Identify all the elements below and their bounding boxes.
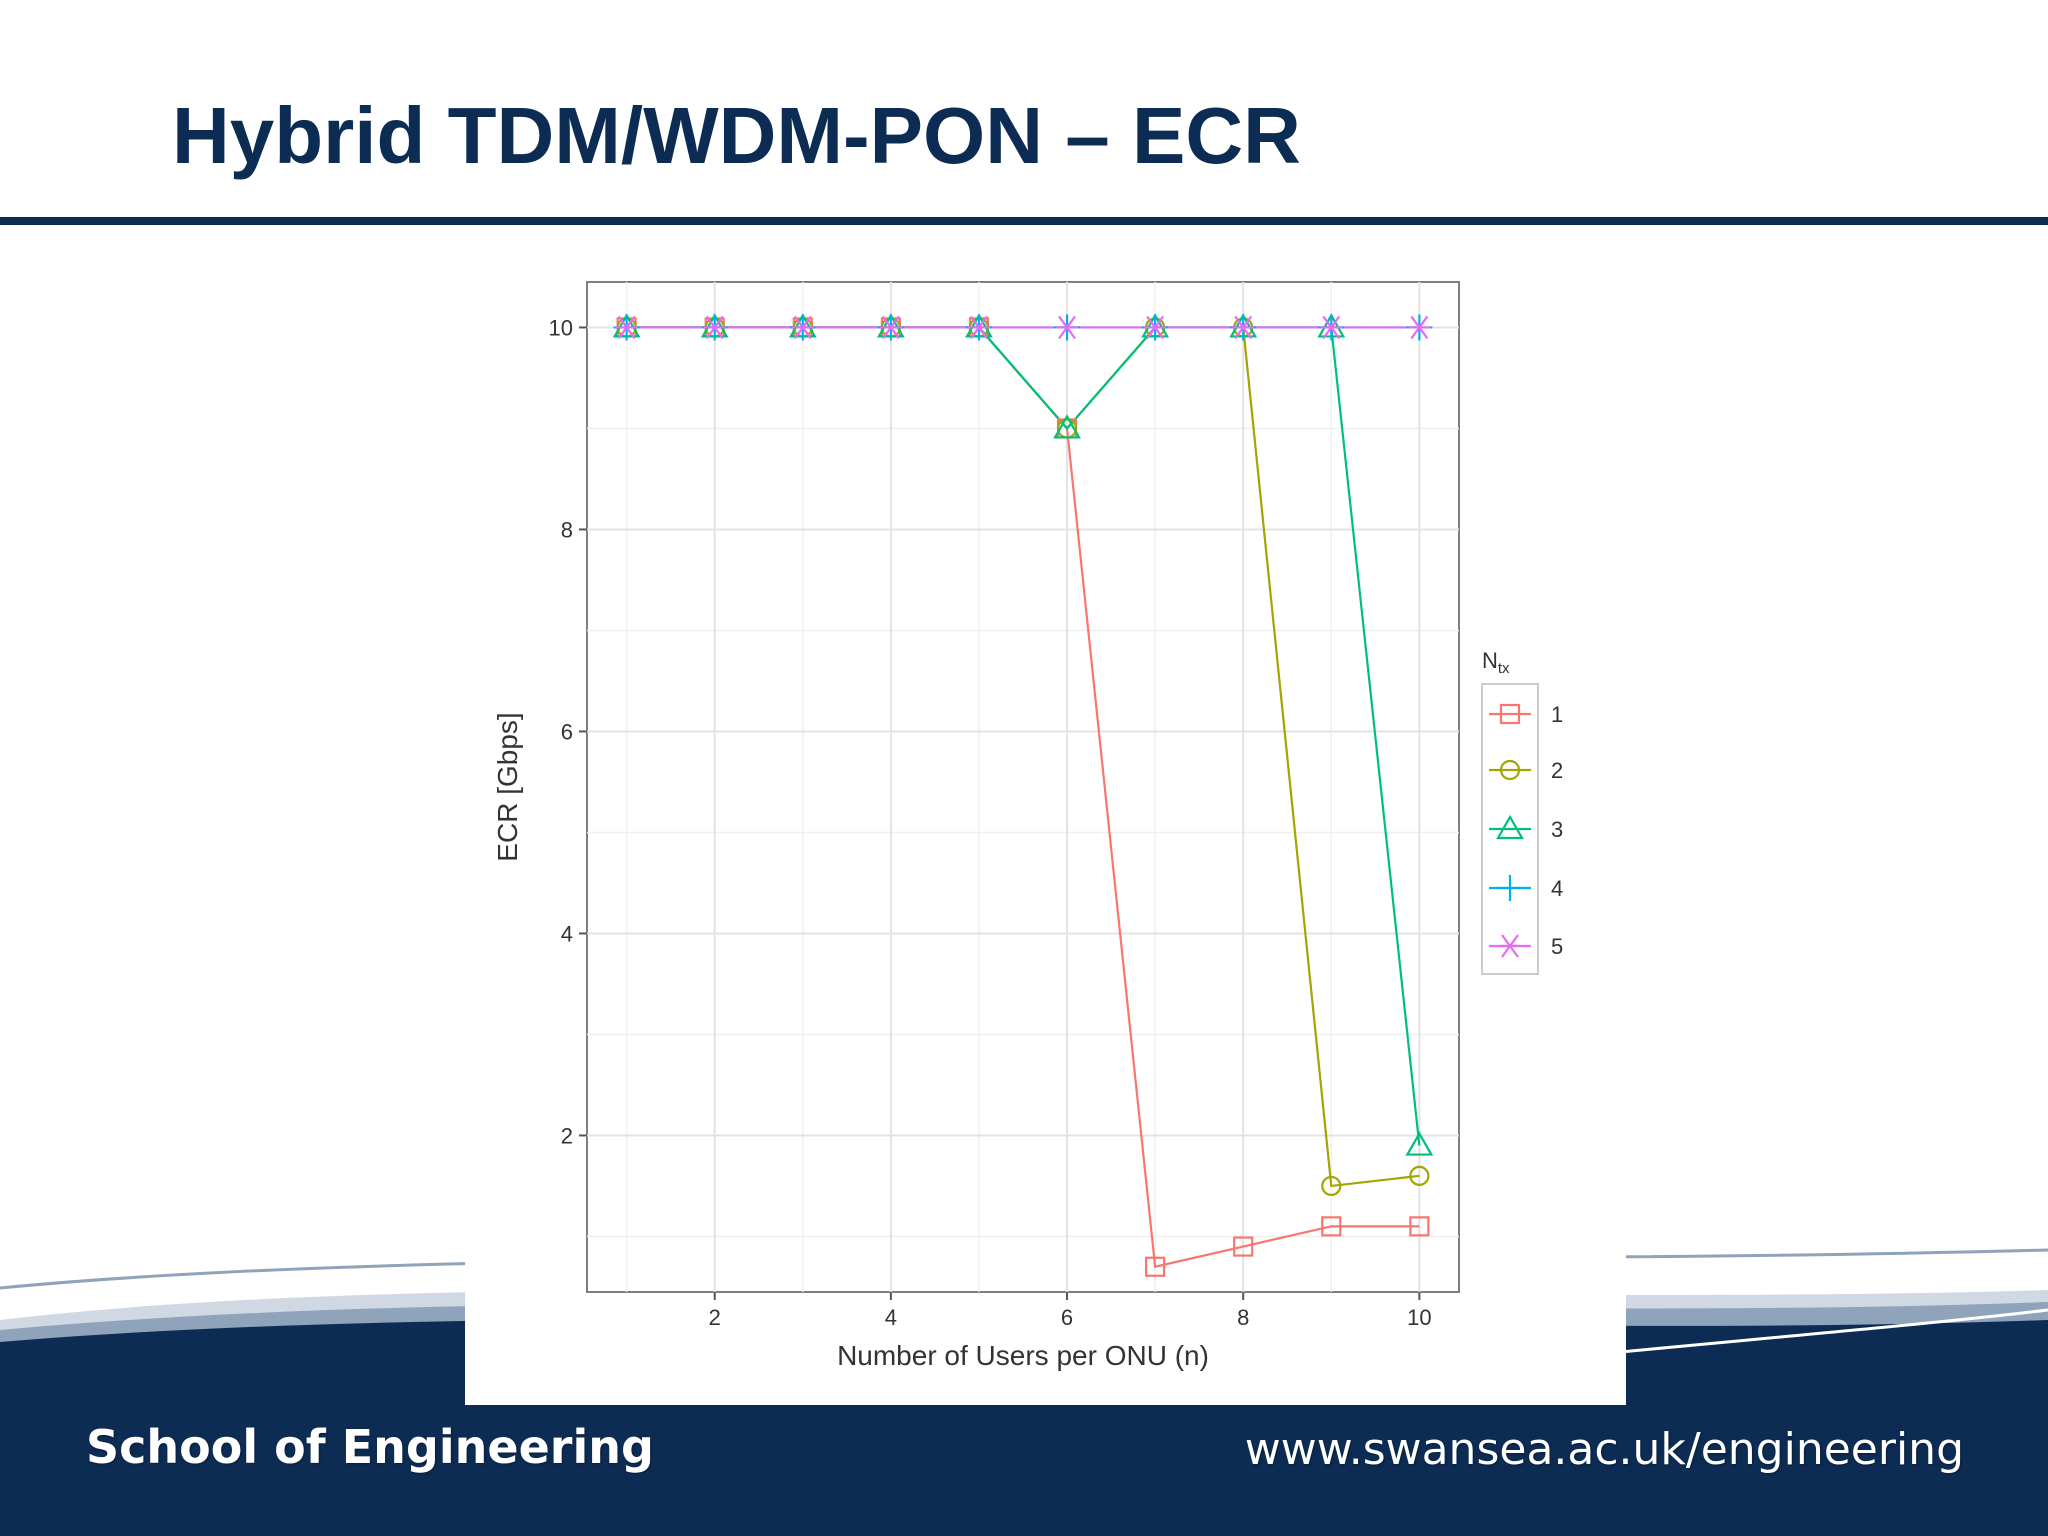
ecr-line-chart: 2 4 6 8 10 2 4 6 8 10 Number of Users per ONU (n)…	[492, 281, 1563, 1371]
legend-title: Ntx	[1482, 648, 1510, 677]
x-tick-label: 6	[1061, 1305, 1073, 1330]
y-tick-label: 2	[561, 1123, 573, 1148]
legend-label-3: 3	[1551, 817, 1563, 842]
series-5-point	[1232, 315, 1255, 340]
x-tick-label: 10	[1407, 1305, 1431, 1330]
legend: Ntx 1 2 3 4 5	[1481, 648, 1563, 975]
series-2-point	[1321, 1175, 1342, 1197]
legend-title-main: N	[1482, 648, 1498, 673]
legend-marker-1	[1499, 703, 1521, 725]
series-5-point	[1144, 315, 1167, 340]
footer-swoosh-highlight	[1619, 1308, 2048, 1354]
series-5-point	[1056, 315, 1079, 340]
series-1-point	[1409, 1216, 1430, 1237]
slide-title: Hybrid TDM/WDM-PON – ECR	[172, 91, 1301, 180]
x-axis-label: Number of Users per ONU (n)	[837, 1340, 1209, 1371]
y-tick-label: 10	[549, 315, 573, 340]
x-tick-label: 8	[1237, 1305, 1249, 1330]
series-1-point	[1233, 1236, 1254, 1257]
y-tick-label: 4	[561, 921, 573, 946]
legend-marker-4	[1497, 875, 1523, 901]
y-axis-label: ECR [Gbps]	[492, 712, 523, 861]
series-3-point	[1053, 414, 1081, 439]
series-1-point	[1145, 1256, 1166, 1277]
series-2-point	[1409, 1165, 1430, 1186]
series-markers	[612, 313, 1434, 1277]
series-5-point	[967, 315, 990, 340]
series-lines	[626, 326, 1421, 1269]
series-5-point	[1320, 315, 1343, 340]
legend-marker-5	[1499, 934, 1521, 958]
legend-marker-3	[1496, 814, 1524, 840]
legend-marker-2	[1499, 759, 1521, 781]
y-tick-label: 6	[561, 719, 573, 744]
chart-figure: 2 4 6 8 10 2 4 6 8 10 Number of Users per ONU (n)…	[465, 258, 1626, 1405]
y-tick-label: 8	[561, 517, 573, 542]
footer-url[interactable]: www.swansea.ac.uk/engineering	[1244, 1424, 1964, 1475]
legend-label-4: 4	[1551, 876, 1563, 901]
series-5-point	[1408, 315, 1431, 340]
legend-title-subscript: tx	[1498, 660, 1510, 677]
legend-label-2: 2	[1551, 758, 1563, 783]
series-5-point	[703, 315, 726, 340]
footer-school-name: School of Engineering	[86, 1420, 654, 1474]
x-tick-label: 2	[709, 1305, 721, 1330]
title-divider	[0, 217, 2048, 225]
legend-label-1: 1	[1551, 702, 1563, 727]
series-1-point	[1321, 1216, 1342, 1237]
axis-ticks: 2 4 6 8 10 2 4 6 8 10	[549, 315, 1432, 1330]
legend-label-5: 5	[1551, 934, 1563, 959]
series-5-point	[879, 315, 902, 340]
x-tick-label: 4	[885, 1305, 897, 1330]
series-5-point	[791, 315, 814, 340]
grid-lines	[587, 282, 1459, 1292]
plot-panel	[586, 281, 1460, 1293]
series-3-point	[1405, 1131, 1434, 1156]
series-5-point	[615, 315, 638, 340]
